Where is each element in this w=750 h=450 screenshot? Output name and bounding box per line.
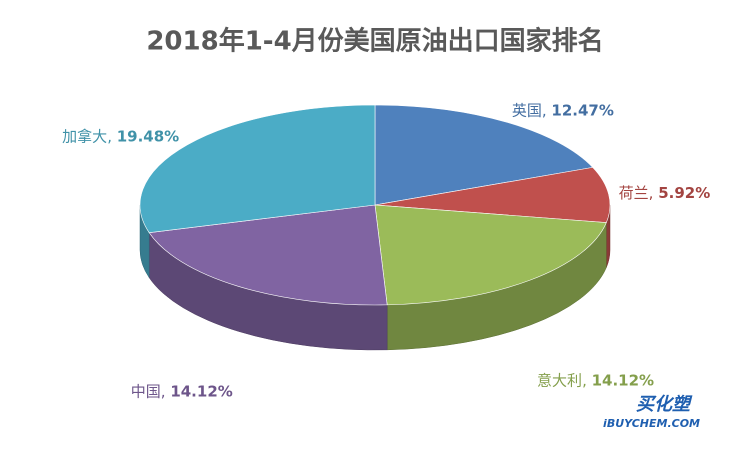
data-label: 英国, 12.47% [512,101,614,119]
slice [374,167,611,223]
label-category: 中国 [131,382,161,400]
data-label: 荷兰, 5.92% [619,184,711,202]
label-category: 意大利 [537,371,582,389]
label-separator: , [161,382,171,400]
label-value: 14.12% [592,371,654,389]
label-category: 加拿大 [62,127,107,145]
label-separator: , [649,184,659,202]
label-category: 荷兰 [619,184,649,202]
data-label: 中国, 14.12% [131,382,233,400]
chart-title: 2018年1-4月份美国原油出口国家排名 [146,26,603,57]
slice [148,204,388,306]
label-value: 12.47% [551,101,613,119]
label-value: 5.92% [658,184,710,202]
slice [374,104,594,206]
label-value: 14.12% [170,382,232,400]
watermark-brand: 买化塑 [636,394,693,415]
watermark-site: iBUYCHEM.COM [603,417,700,430]
data-label: 意大利, 14.12% [537,371,654,389]
label-category: 英国 [512,101,542,119]
label-separator: , [107,127,117,145]
data-label: 加拿大, 19.48% [62,127,179,145]
label-separator: , [582,371,592,389]
slice [374,204,607,306]
label-separator: , [542,101,552,119]
label-value: 19.48% [117,127,179,145]
slice [139,104,376,234]
